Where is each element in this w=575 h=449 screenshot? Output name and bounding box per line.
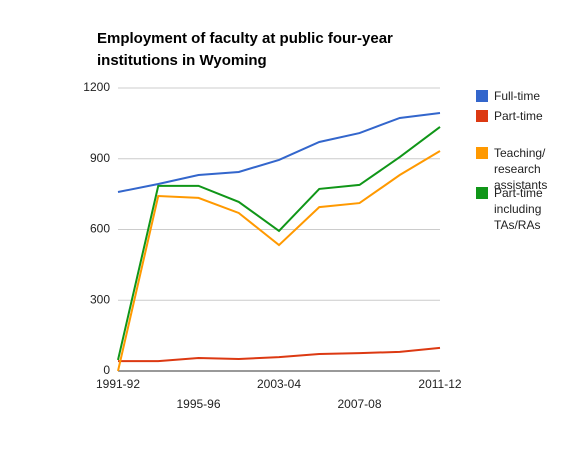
series-line xyxy=(117,150,441,372)
legend-label: Part-time including TAs/RAs xyxy=(494,186,543,232)
y-tick-label: 300 xyxy=(90,292,110,306)
x-tick-label: 1995-96 xyxy=(176,397,220,411)
chart-title: Employment of faculty at public four-yea… xyxy=(97,30,393,69)
legend-swatch xyxy=(476,110,488,122)
legend-swatch xyxy=(476,147,488,159)
x-tick-label: 1991-92 xyxy=(96,377,140,391)
legend-label: Teaching/ research assistants xyxy=(494,146,548,192)
legend-label: Part-time xyxy=(494,109,543,123)
x-tick-label: 2011-12 xyxy=(418,377,461,391)
y-tick-label: 600 xyxy=(90,222,110,236)
legend-swatch xyxy=(476,187,488,199)
y-tick-label: 900 xyxy=(90,151,110,165)
legend-label: Full-time xyxy=(494,89,541,103)
x-tick-label: 2007-08 xyxy=(337,397,381,411)
y-tick-label: 0 xyxy=(103,363,110,377)
x-tick-label: 2003-04 xyxy=(257,377,301,391)
series-line xyxy=(118,346,441,363)
legend-swatch xyxy=(476,90,488,102)
series-line xyxy=(117,112,441,193)
y-tick-label: 1200 xyxy=(83,80,110,94)
series-line xyxy=(117,126,441,361)
